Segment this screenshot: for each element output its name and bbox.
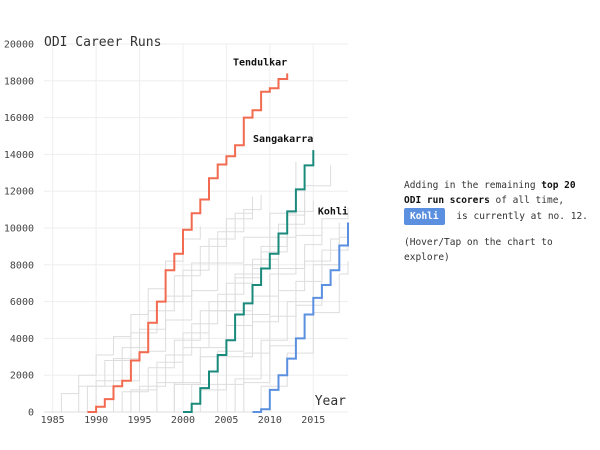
background-series-line[interactable] (209, 228, 349, 413)
summary-suffix: of all time, (489, 195, 565, 206)
tendulkar-series-line[interactable] (87, 73, 289, 413)
side-panel-summary: Adding in the remaining top 20 ODI run s… (404, 178, 594, 225)
summary-bold: top 20 ODI run scorers (404, 180, 576, 206)
kohli-series-label: Kohli (318, 205, 348, 217)
x-tick-label: 2015 (301, 415, 325, 426)
background-series-line[interactable] (70, 198, 253, 413)
y-tick-label: 14000 (4, 150, 34, 161)
y-tick-label: 18000 (4, 76, 34, 87)
background-series-line[interactable] (235, 261, 349, 413)
y-tick-label: 10000 (4, 224, 34, 235)
y-tick-label: 2000 (10, 371, 34, 382)
y-tick-label: 20000 (4, 40, 34, 51)
x-tick-label: 2000 (171, 415, 195, 426)
x-tick-label: 1995 (127, 415, 151, 426)
x-tick-label: 2010 (258, 415, 282, 426)
tendulkar-series-label: Tendulkar (233, 57, 287, 68)
kohli-badge[interactable]: Kohli (404, 208, 445, 225)
background-series-lines[interactable] (44, 161, 349, 413)
explore-hint: (Hover/Tap on the chart to explore) (404, 237, 553, 263)
x-tick-label: 2005 (214, 415, 238, 426)
chart-title: ODI Career Runs (44, 35, 161, 50)
background-series-line[interactable] (96, 240, 279, 413)
background-series-line[interactable] (165, 207, 349, 413)
y-tick-label: 6000 (10, 297, 34, 308)
background-series-line[interactable] (113, 200, 314, 413)
side-panel: Adding in the remaining top 20 ODI run s… (404, 178, 594, 265)
y-tick-label: 8000 (10, 260, 34, 271)
background-series-line[interactable] (52, 196, 253, 413)
y-tick-label: 4000 (10, 334, 34, 345)
background-series-line[interactable] (44, 226, 201, 413)
series-labels: Tendulkar Sangakarra Kohli (233, 57, 348, 217)
background-series-line[interactable] (174, 222, 340, 413)
highlighted-series-lines[interactable] (87, 73, 349, 413)
background-series-line[interactable] (191, 233, 349, 413)
x-axis-ticks: 1985 1990 1995 2000 2005 2010 2015 (41, 415, 326, 426)
kohli-series-line[interactable] (252, 222, 349, 413)
x-tick-label: 1990 (84, 415, 108, 426)
x-axis-label: Year (315, 394, 346, 409)
summary-prefix: Adding in the remaining (404, 180, 542, 191)
y-tick-label: 16000 (4, 113, 34, 124)
y-axis-ticks: 0 2000 4000 6000 8000 10000 12000 14000 16000 180… (4, 40, 34, 419)
chart-grid (44, 43, 348, 413)
y-tick-label: 12000 (4, 187, 34, 198)
sangakarra-series-label: Sangakarra (253, 134, 313, 145)
background-series-line[interactable] (61, 194, 262, 413)
summary-rank: is currently at no. 12. (450, 211, 588, 222)
sangakarra-series-line[interactable] (183, 150, 315, 413)
y-tick-label: 0 (28, 408, 34, 419)
x-tick-label: 1985 (41, 415, 65, 426)
